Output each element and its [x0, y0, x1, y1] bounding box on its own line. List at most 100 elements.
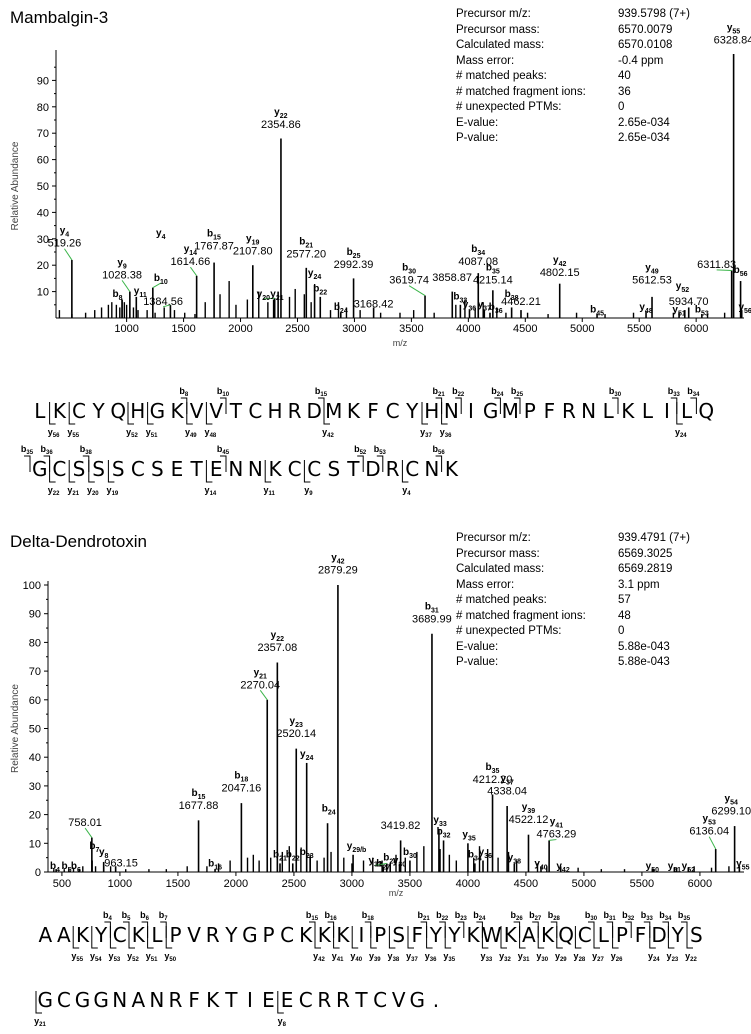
ion-label: b30	[403, 847, 417, 860]
residue: C	[299, 988, 313, 1012]
peak-mz-label: 1614.66	[171, 256, 211, 268]
y-tick-label: 90	[37, 75, 49, 87]
label-leader	[259, 690, 268, 701]
stat-value: 3.1 ppm	[618, 578, 660, 591]
ion-label: y29/b	[347, 841, 367, 854]
ion-label: b35	[486, 762, 500, 775]
ion-label: y53	[703, 814, 716, 827]
stat-row: # matched fragment ions: 48	[456, 609, 746, 625]
b-ion-label: b26	[511, 910, 524, 922]
residue: Q	[110, 399, 126, 423]
residue: F	[544, 399, 556, 423]
ion-label: y56	[738, 302, 751, 315]
ion-label: b10	[154, 273, 168, 286]
label-leader	[162, 304, 171, 308]
stat-row: # matched fragment ions: 36	[456, 85, 746, 101]
label-leader	[121, 280, 131, 292]
ion-label: b7	[89, 841, 99, 854]
x-tick-label: 3000	[342, 323, 366, 335]
residue: L	[34, 399, 46, 423]
residue: Q	[558, 923, 574, 947]
panel-title: Delta-Dendrotoxin	[10, 532, 148, 551]
stat-label: E-value:	[456, 640, 499, 653]
ion-label: y19	[246, 234, 259, 247]
y-ion-label: y50	[164, 951, 176, 963]
b-ion-bracket	[457, 921, 465, 938]
y-ion-bracket	[426, 926, 433, 949]
stat-row: Calculated mass: 6570.0108	[456, 38, 746, 54]
b-ion-label: b30	[609, 386, 622, 398]
b-ion-bracket	[220, 397, 227, 414]
y-ion-label: y24	[675, 427, 687, 439]
residue: K	[621, 399, 635, 423]
y-tick-label: 80	[37, 102, 49, 114]
ion-label: b36	[489, 302, 503, 315]
residue: S	[92, 457, 105, 481]
y-ion-label: y52	[126, 427, 138, 439]
ion-label: b24	[334, 302, 348, 315]
stat-row: E-value: 5.88e-043	[456, 640, 746, 656]
ion-label: y4	[156, 228, 166, 241]
residue: C	[386, 399, 400, 423]
residue: L	[598, 923, 610, 947]
ion-label: b22	[313, 284, 327, 297]
y-ion-bracket	[388, 926, 396, 949]
residue: E	[281, 988, 294, 1012]
spectrum-chart: 10 20 30 40 50 60 70 80 90 1000 1500 2000 2500 3000 35…	[10, 22, 751, 348]
y-ion-label: y40	[350, 951, 362, 963]
ion-label: b32	[437, 827, 451, 840]
y-ion-label: y27	[592, 951, 604, 963]
ion-label: b15	[207, 228, 221, 241]
stat-label: P-value:	[456, 132, 499, 144]
y-tick-label: 60	[37, 155, 49, 167]
residue: Y	[447, 923, 461, 947]
b-ion-bracket	[612, 397, 619, 414]
y-ion-label: y38	[388, 951, 400, 963]
residue: H	[424, 399, 439, 423]
stat-value: 36	[618, 85, 631, 98]
label-leader	[375, 862, 387, 866]
y-ion-bracket	[303, 460, 311, 483]
residue: N	[149, 988, 164, 1012]
b-ion-label: b23	[455, 910, 468, 922]
residue: M	[325, 399, 342, 423]
stat-value: 0	[618, 101, 625, 113]
residue: .	[433, 988, 439, 1012]
residue: G	[410, 988, 426, 1012]
ion-label: y39	[522, 802, 535, 815]
stat-row: P-value: 5.88e-043	[456, 655, 746, 671]
peak-mz-label: 6299.10	[711, 806, 751, 818]
y-ion-bracket	[676, 402, 683, 425]
peak-mz-label: 4338.04	[487, 786, 527, 798]
residue: K	[299, 923, 313, 947]
y-tick-label: 70	[37, 128, 49, 140]
ion-label: y38	[508, 853, 521, 866]
y-ion-label: y20	[87, 485, 99, 497]
x-tick-label: 6000	[688, 878, 712, 890]
y-ion-bracket	[128, 926, 135, 949]
y-ion-bracket	[49, 402, 56, 425]
residue: K	[541, 923, 555, 947]
residue: I	[247, 988, 253, 1012]
x-tick-label: 5500	[627, 323, 651, 335]
y-ion-bracket	[35, 991, 42, 1014]
x-tick-label: 4000	[456, 878, 480, 890]
peak-mz-label: 4522.12	[509, 814, 549, 826]
ion-label: y11	[134, 286, 147, 299]
ion-label: y24	[300, 749, 313, 762]
ion-label: b22	[286, 850, 300, 863]
y-axis-label: Relative Abundance	[10, 141, 21, 230]
ion-label: b18	[234, 771, 248, 784]
b-ion-label: b33	[641, 910, 654, 922]
stat-row: Calculated mass: 6569.2819	[456, 562, 746, 578]
residue: R	[562, 399, 576, 423]
ion-label: b34	[468, 850, 482, 863]
peak-mz-label: 6311.83	[697, 259, 736, 271]
stat-label: # matched fragment ions:	[456, 609, 586, 622]
residue: P	[169, 923, 181, 947]
stat-value: -0.4 ppm	[618, 54, 664, 67]
y-ion-bracket	[500, 926, 507, 949]
y-ion-bracket	[165, 926, 173, 949]
y-ion-bracket	[49, 460, 56, 483]
y-tick-label: 50	[37, 181, 49, 193]
